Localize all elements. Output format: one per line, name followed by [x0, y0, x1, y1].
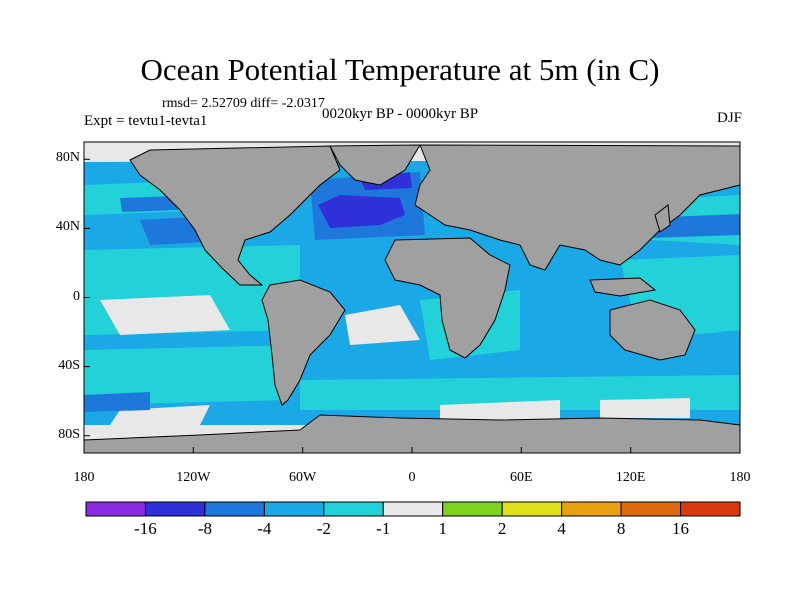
- land: [83, 144, 741, 454]
- lon-tick-label: 120E: [615, 470, 646, 485]
- lat-tick-label: 0: [73, 288, 80, 304]
- colorbar-label: -8: [197, 519, 212, 538]
- lat-tick-label: 40S: [58, 357, 80, 373]
- colorbar-swatch: [204, 501, 265, 517]
- north-america: [129, 145, 341, 286]
- lon-tick-label: 120W: [176, 470, 211, 485]
- eurasia: [414, 144, 741, 271]
- lon-tick-label: 60E: [510, 470, 533, 485]
- colorbar-swatch: [501, 501, 563, 517]
- colorbar-swatch: [382, 501, 444, 517]
- tick-marks: [83, 158, 741, 453]
- lat-tick-label: 40N: [55, 219, 80, 235]
- period-label: 0020kyr BP - 0000kyr BP: [322, 106, 479, 122]
- colorbar-swatch: [263, 501, 325, 517]
- australia: [609, 299, 696, 361]
- map-title: Ocean Potential Temperature at 5m (in C): [140, 52, 660, 87]
- colorbar-swatch: [680, 501, 741, 517]
- south-america: [261, 279, 346, 406]
- colorbar-swatch: [442, 501, 503, 517]
- colorbar-label: -4: [257, 519, 272, 538]
- experiment-label: Expt = tevtu1-tevta1: [84, 113, 208, 129]
- colorbar-label: 4: [557, 519, 566, 538]
- colorbar-label: 16: [672, 519, 690, 538]
- colorbar: [85, 501, 741, 517]
- colorbar-swatch: [323, 501, 384, 517]
- japan: [654, 204, 671, 233]
- lon-tick-label: 180: [73, 470, 95, 485]
- map-panel: [83, 141, 741, 454]
- africa: [384, 237, 511, 359]
- lon-tick-label: 60W: [289, 470, 317, 485]
- maritime-continent: [589, 277, 657, 297]
- lat-tick-label: 80S: [58, 426, 80, 442]
- colorbar-label: 8: [616, 519, 626, 538]
- colorbar-label: -2: [316, 519, 331, 538]
- colorbar-label: -16: [134, 519, 157, 538]
- lon-tick-label: 180: [729, 470, 751, 485]
- season-label: DJF: [716, 110, 742, 126]
- colorbar-swatch: [144, 501, 206, 517]
- colorbar-label: 2: [497, 519, 507, 538]
- colorbar-swatch: [561, 501, 622, 517]
- stats-text: rmsd= 2.52709 diff= -2.0317: [162, 96, 325, 111]
- colorbar-swatch: [85, 501, 146, 517]
- colorbar-label: -1: [376, 519, 391, 538]
- colorbar-swatch: [620, 501, 682, 517]
- colorbar-label: 1: [438, 519, 447, 538]
- lat-tick-label: 80N: [55, 150, 80, 166]
- lon-tick-label: 0: [408, 470, 416, 485]
